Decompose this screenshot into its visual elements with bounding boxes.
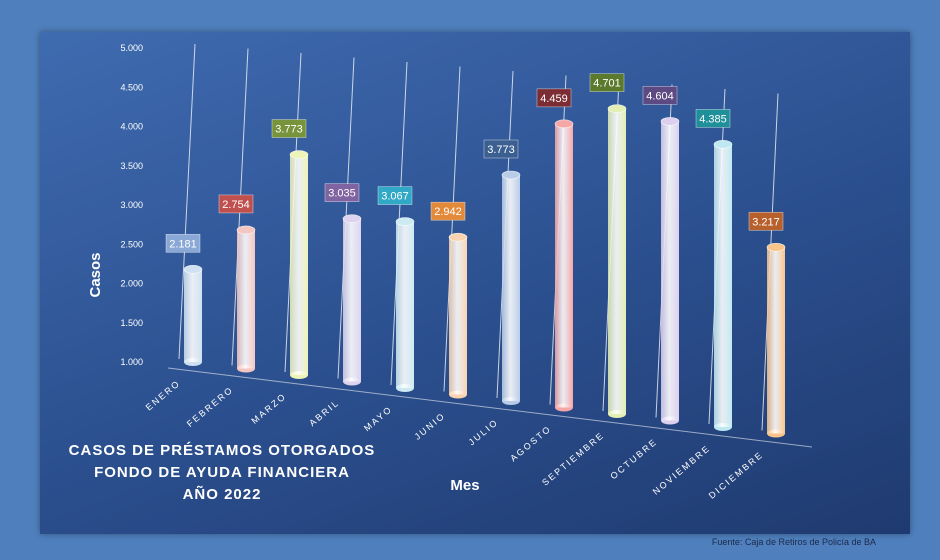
y-tick-label: 4.500 — [120, 82, 143, 92]
floor-line — [167, 367, 813, 448]
x-tick-label: MARZO — [249, 391, 288, 426]
x-tick-label: FEBRERO — [185, 384, 235, 429]
y-tick-label: 4.000 — [120, 122, 143, 132]
x-tick-label: JUNIO — [413, 410, 448, 441]
bar-octubre — [660, 117, 680, 425]
grid-line — [443, 66, 461, 392]
svg-text:3.773: 3.773 — [487, 144, 515, 156]
svg-text:2.942: 2.942 — [434, 206, 462, 218]
x-tick-label: SEPTIEMBRE — [540, 430, 606, 488]
bar-febrero — [236, 225, 256, 373]
svg-text:2.754: 2.754 — [222, 199, 250, 211]
svg-text:4.459: 4.459 — [540, 93, 568, 105]
x-tick-label: ABRIL — [307, 397, 341, 428]
x-tick-label: AGOSTO — [508, 423, 553, 463]
data-label: 3.067 — [377, 186, 413, 205]
x-axis-title: Mes — [450, 477, 479, 494]
svg-text:2.181: 2.181 — [169, 238, 197, 250]
y-tick-label: 5.000 — [120, 43, 143, 53]
data-label: 4.385 — [695, 109, 731, 128]
x-tick-label: ENERO — [144, 378, 183, 413]
bar-enero — [183, 264, 203, 366]
bar-junio — [448, 232, 468, 399]
svg-text:4.604: 4.604 — [646, 90, 674, 102]
y-tick-label: 2.500 — [120, 239, 143, 249]
x-tick-label: DICIEMBRE — [707, 449, 766, 500]
data-label: 3.217 — [748, 211, 784, 231]
svg-text:3.773: 3.773 — [275, 124, 303, 136]
data-label: 2.754 — [218, 194, 254, 214]
x-tick-label: JULIO — [467, 417, 501, 447]
data-label: 3.773 — [271, 119, 307, 138]
svg-text:4.385: 4.385 — [699, 113, 727, 125]
bar-septiembre — [607, 104, 627, 418]
data-label: 3.773 — [483, 139, 519, 159]
svg-text:3.217: 3.217 — [752, 216, 780, 228]
y-tick-label: 2.000 — [120, 279, 143, 289]
y-tick-label: 3.000 — [120, 200, 143, 210]
data-label: 2.181 — [165, 233, 201, 253]
data-label: 4.701 — [589, 73, 625, 92]
source-note: Fuente: Caja de Retiros de Policía de BA — [711, 537, 876, 547]
x-tick-label: MAYO — [362, 404, 394, 433]
bar-agosto — [554, 119, 574, 412]
x-tick-label: OCTUBRE — [608, 436, 659, 481]
svg-text:3.035: 3.035 — [328, 188, 356, 200]
data-label: 4.459 — [536, 88, 572, 108]
bar-julio — [501, 170, 521, 405]
y-tick-label: 3.500 — [120, 161, 143, 171]
chart-title-line-3: AÑO 2022 — [182, 486, 262, 503]
bar-mayo — [395, 217, 415, 392]
bar-abril — [342, 214, 362, 386]
data-label: 4.604 — [642, 86, 678, 105]
y-axis-title: Casos — [87, 252, 104, 297]
data-label: 2.942 — [430, 201, 466, 221]
y-tick-label: 1.000 — [120, 357, 143, 367]
bar-noviembre — [713, 140, 733, 431]
svg-text:4.701: 4.701 — [593, 78, 621, 90]
chart-title-line-2: FONDO DE AYUDA FINANCIERA — [94, 464, 350, 481]
data-label: 3.035 — [324, 183, 360, 202]
bar-diciembre — [766, 242, 786, 438]
chart-title: CASOS DE PRÉSTAMOS OTORGADOS FONDO DE AY… — [62, 440, 382, 506]
grid-line — [178, 43, 196, 360]
svg-text:3.067: 3.067 — [381, 191, 409, 203]
chart-title-line-1: CASOS DE PRÉSTAMOS OTORGADOS — [68, 442, 376, 459]
x-tick-label: NOVIEMBRE — [651, 443, 713, 497]
y-tick-label: 1.500 — [120, 318, 143, 328]
bar-marzo — [289, 150, 309, 379]
